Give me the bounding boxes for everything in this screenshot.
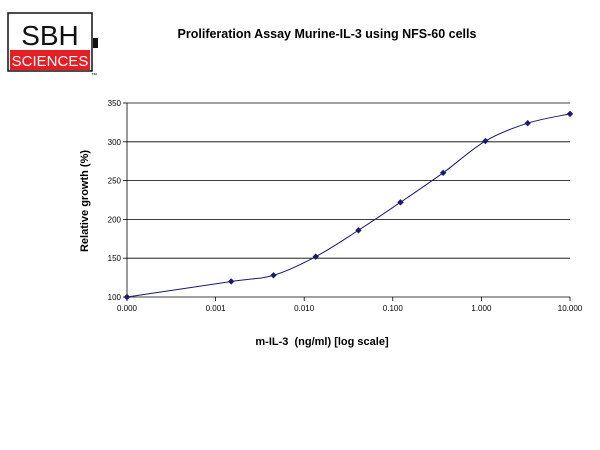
data-point-marker xyxy=(482,137,489,145)
series-line xyxy=(126,113,571,298)
x-tick-label: 1.000 xyxy=(471,304,492,313)
y-tick-label: 250 xyxy=(108,177,122,186)
logo-tab xyxy=(93,38,98,48)
x-tick-label: 0.000 xyxy=(117,304,138,313)
y-tick-label: 200 xyxy=(108,215,122,224)
data-point-marker xyxy=(397,199,404,206)
x-tick-label: 0.010 xyxy=(294,304,315,313)
data-point-marker xyxy=(566,110,574,118)
data-point-marker xyxy=(312,253,319,260)
x-tick-label: 0.100 xyxy=(383,304,404,313)
grid-lines xyxy=(127,102,570,259)
data-point-marker xyxy=(439,169,447,177)
logo-red-band xyxy=(10,50,90,70)
data-point-marker xyxy=(123,293,131,301)
logo-trademark: ™ xyxy=(91,72,97,78)
x-axis-label: m-IL-3 (ng/ml) [log scale] xyxy=(255,336,389,348)
y-tick-label: 150 xyxy=(108,254,122,263)
data-point-marker xyxy=(355,227,362,234)
data-point-marker xyxy=(270,272,277,279)
logo-top-text: SBH xyxy=(21,20,79,51)
y-axis-label: Relative growth (%) xyxy=(79,150,91,252)
data-points xyxy=(123,110,574,301)
chart-title: Proliferation Assay Murine-IL-3 using NF… xyxy=(178,27,477,41)
x-tick-label: 10.000 xyxy=(558,304,583,313)
x-tick-label: 0.001 xyxy=(206,304,227,313)
y-tick-label: 350 xyxy=(108,99,122,108)
data-point-marker xyxy=(228,278,235,285)
data-point-marker xyxy=(524,119,531,127)
sbh-sciences-logo: SBH SCIENCES ™ xyxy=(7,12,98,78)
logo-bottom-text: SCIENCES xyxy=(12,53,89,70)
tick-labels: 100 150 200 250 300 350 0.000 0.001 0.010 0.100 1.… xyxy=(108,99,583,313)
y-tick-label: 300 xyxy=(108,138,122,147)
y-tick-label: 100 xyxy=(108,293,122,302)
